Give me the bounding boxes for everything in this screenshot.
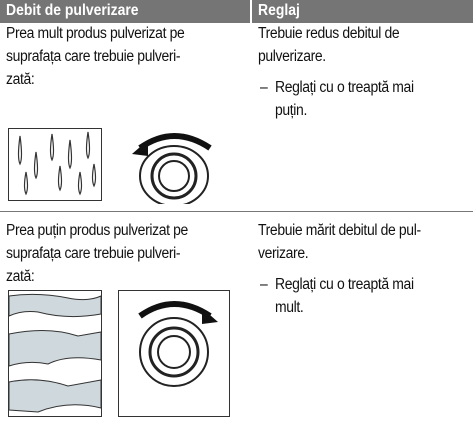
problem-text: suprafața care trebuie pulveri- xyxy=(6,48,181,65)
header-cell xyxy=(252,0,473,23)
remedy-text: verizare. xyxy=(258,245,309,262)
row-divider xyxy=(0,211,473,212)
knob-icon xyxy=(118,290,230,417)
step-text: mult. xyxy=(275,299,304,316)
problem-text: Prea mult produs pulverizat pe xyxy=(6,25,185,42)
bullet: – xyxy=(260,276,268,293)
remedy-text: pulverizare. xyxy=(258,48,326,65)
remedy-text: Trebuie redus debitul de xyxy=(258,25,400,42)
dense-spray-icon xyxy=(8,128,102,201)
problem-text: suprafața care trebuie pulveri- xyxy=(6,245,181,262)
header-text: Debit de pulverizare xyxy=(6,2,139,19)
knob-icon xyxy=(132,133,212,204)
problem-text: zată: xyxy=(6,268,35,285)
problem-text: Prea puțin produs pulverizat pe xyxy=(6,222,188,239)
step-text: Reglați cu o treaptă mai xyxy=(275,79,414,96)
bullet: – xyxy=(260,79,268,96)
sparse-spray-icon xyxy=(8,290,102,417)
step-text: Reglați cu o treaptă mai xyxy=(275,276,414,293)
problem-text: zată: xyxy=(6,71,35,88)
header-text: Reglaj xyxy=(258,2,300,19)
remedy-text: Trebuie mărit debitul de pul- xyxy=(258,222,421,239)
header-cell xyxy=(0,0,250,23)
step-text: puțin. xyxy=(275,102,307,119)
